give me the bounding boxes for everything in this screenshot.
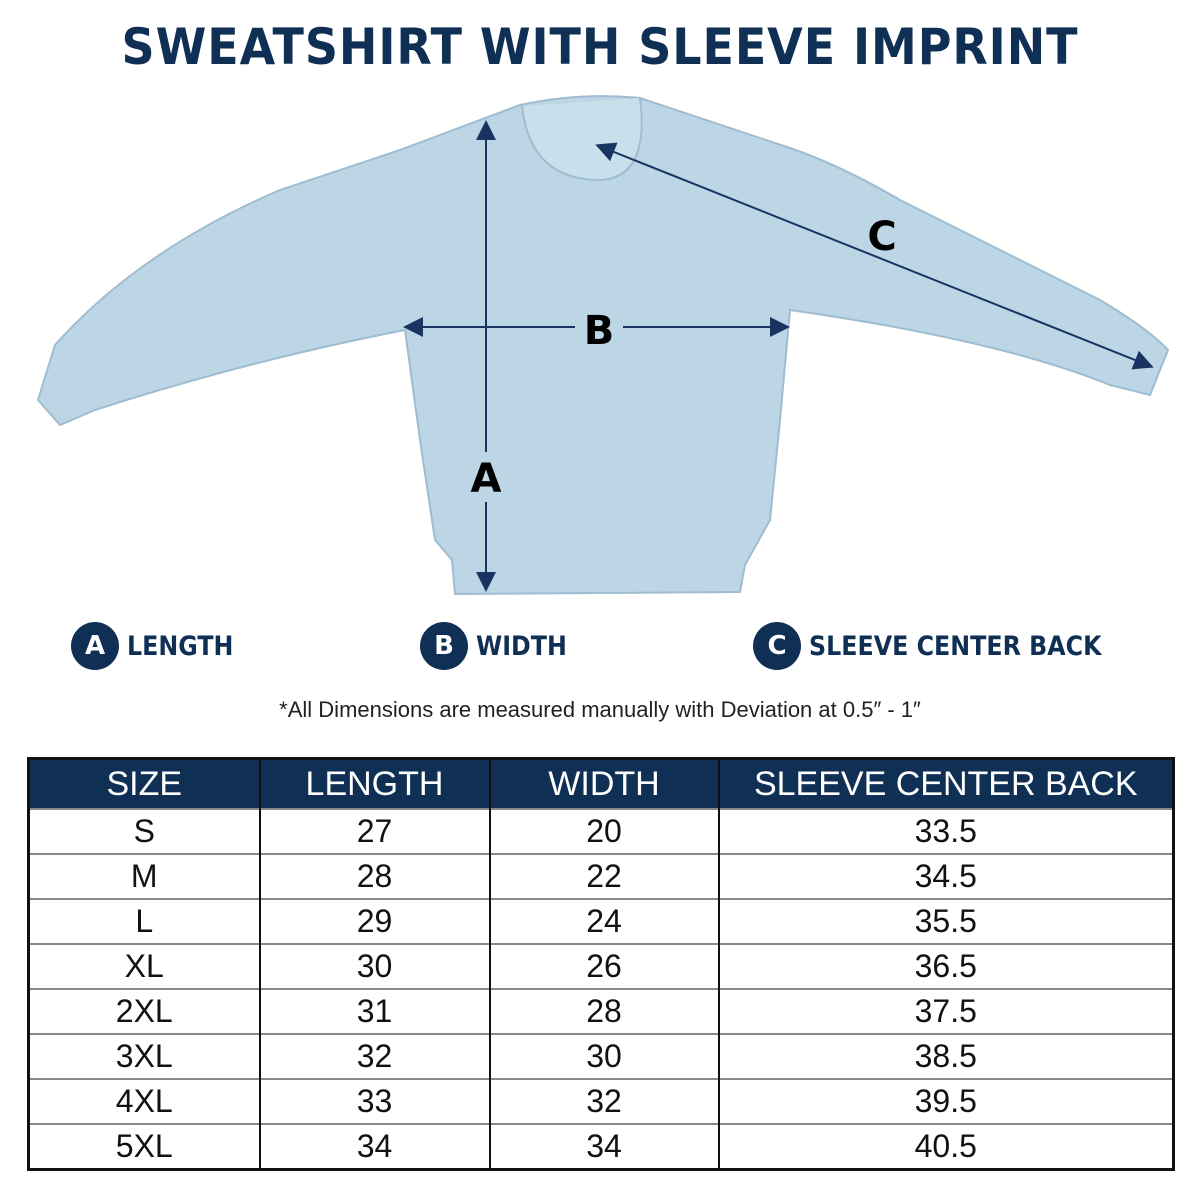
cell-length: 30	[258, 943, 490, 989]
cell-width: 20	[488, 808, 719, 854]
cell-size: M	[28, 853, 260, 899]
cell-size: 4XL	[28, 1078, 260, 1124]
table-row: 3XL 32 30 38.5	[28, 1033, 1174, 1079]
legend-label: WIDTH	[476, 630, 567, 662]
table-row: M 28 22 34.5	[28, 853, 1174, 899]
cell-length: 32	[258, 1033, 490, 1079]
sleeve-arrow	[595, 142, 1154, 370]
cell-size: 3XL	[28, 1033, 260, 1079]
label-a: A	[471, 456, 502, 502]
cell-length: 27	[258, 808, 490, 854]
table-row: 4XL 33 32 39.5	[28, 1078, 1174, 1124]
legend-label: LENGTH	[127, 630, 234, 662]
size-table: SIZE LENGTH WIDTH SLEEVE CENTER BACK S 27…	[27, 757, 1175, 1171]
cell-size: 5XL	[28, 1123, 260, 1170]
label-b: B	[584, 308, 615, 354]
cell-sleeve: 36.5	[717, 943, 1174, 989]
cell-length: 33	[258, 1078, 490, 1124]
legend-width: B WIDTH	[420, 622, 579, 670]
cell-width: 24	[488, 898, 719, 944]
cell-sleeve: 38.5	[717, 1033, 1174, 1079]
cell-size: S	[28, 808, 260, 854]
header-length: LENGTH	[258, 758, 490, 809]
cell-sleeve: 35.5	[717, 898, 1174, 944]
legend-length: A LENGTH	[71, 622, 248, 670]
table-row: XL 30 26 36.5	[28, 943, 1174, 989]
cell-length: 34	[258, 1123, 490, 1170]
cell-length: 28	[258, 853, 490, 899]
label-c: C	[867, 214, 896, 260]
cell-sleeve: 37.5	[717, 988, 1174, 1034]
sweatshirt-diagram: A B C	[36, 95, 1170, 596]
cell-size: 2XL	[28, 988, 260, 1034]
letter-c-badge: C	[753, 622, 801, 670]
letter-a-badge: A	[71, 622, 119, 670]
table-header: SIZE LENGTH WIDTH SLEEVE CENTER BACK	[28, 758, 1174, 809]
cell-sleeve: 34.5	[717, 853, 1174, 899]
measurement-note: *All Dimensions are measured manually wi…	[279, 697, 921, 722]
cell-width: 26	[488, 943, 719, 989]
page-title: SWEATSHIRT WITH SLEEVE IMPRINT	[121, 18, 1079, 76]
cell-size: L	[28, 898, 260, 944]
legend-sleeve: C SLEEVE CENTER BACK	[753, 622, 1141, 670]
table-row: L 29 24 35.5	[28, 898, 1174, 944]
cell-size: XL	[28, 943, 260, 989]
cell-length: 31	[258, 988, 490, 1034]
header-sleeve: SLEEVE CENTER BACK	[717, 758, 1174, 809]
table-row: 2XL 31 28 37.5	[28, 988, 1174, 1034]
cell-width: 30	[488, 1033, 719, 1079]
cell-width: 28	[488, 988, 719, 1034]
letter-b-badge: B	[420, 622, 468, 670]
cell-sleeve: 33.5	[717, 808, 1174, 854]
table-row: 5XL 34 34 40.5	[28, 1123, 1174, 1170]
legend-label: SLEEVE CENTER BACK	[809, 630, 1102, 662]
table-row: S 27 20 33.5	[28, 808, 1174, 854]
cell-width: 32	[488, 1078, 719, 1124]
cell-width: 34	[488, 1123, 719, 1170]
cell-width: 22	[488, 853, 719, 899]
cell-sleeve: 39.5	[717, 1078, 1174, 1124]
header-size: SIZE	[28, 758, 260, 809]
cell-length: 29	[258, 898, 490, 944]
header-width: WIDTH	[488, 758, 719, 809]
cell-sleeve: 40.5	[717, 1123, 1174, 1170]
